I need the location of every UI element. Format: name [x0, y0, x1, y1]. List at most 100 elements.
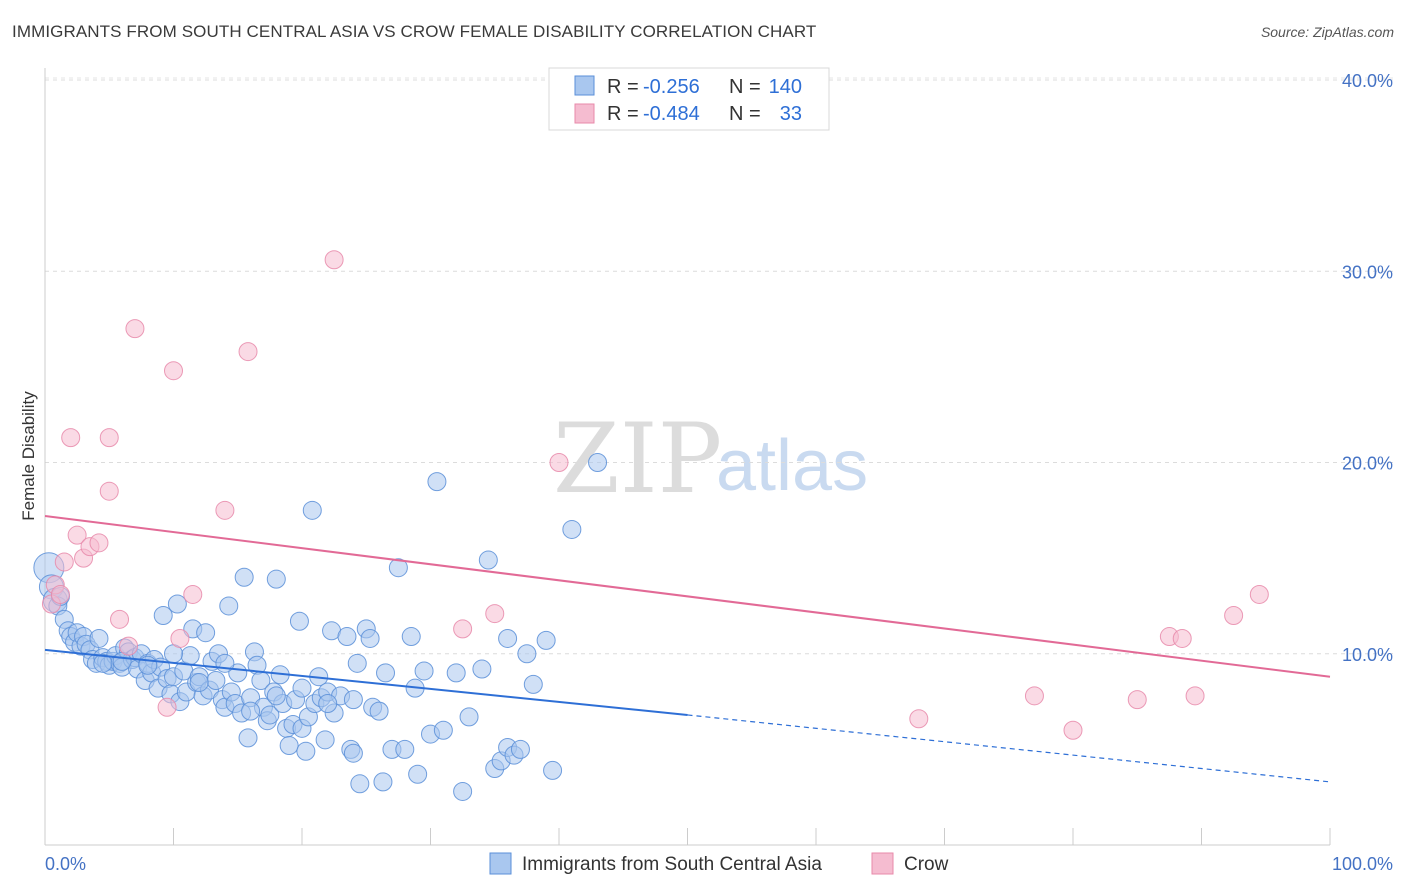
bottom-legend: Immigrants from South Central Asia Crow [489, 852, 949, 875]
bottom-legend-swatch-pink [871, 852, 894, 875]
legend-r-label-2: R = [607, 103, 639, 125]
y-axis-title: Female Disability [19, 391, 38, 521]
legend-n-value-2: 33 [780, 103, 802, 125]
data-point-crow [110, 609, 130, 629]
data-point-immigrants [369, 701, 389, 721]
data-point-crow [67, 525, 87, 545]
x-tick-label-max: 100.0% [1332, 854, 1393, 874]
data-point-immigrants [427, 472, 447, 492]
data-point-immigrants [498, 628, 518, 648]
data-point-crow [54, 552, 74, 572]
data-point-immigrants [401, 627, 421, 647]
data-point-immigrants [408, 764, 428, 784]
legend-n-label-2: N = [729, 103, 761, 125]
data-point-crow [170, 628, 190, 648]
data-point-crow [1127, 690, 1147, 710]
trend-line-immigrants-extrapolated [687, 714, 1331, 783]
y-tick-label: 20.0% [1342, 454, 1393, 474]
data-point-immigrants [260, 705, 280, 725]
data-point-crow [50, 584, 70, 604]
data-point-immigrants [167, 594, 187, 614]
legend-box: R = -0.256 N = 140 R = -0.484 N = 33 [548, 67, 830, 131]
y-tick-label: 30.0% [1342, 262, 1393, 282]
trend-line-crow [44, 515, 1331, 678]
data-point-crow [238, 342, 258, 362]
data-point-immigrants [206, 671, 226, 691]
data-point-crow [125, 319, 145, 339]
data-point-immigrants [588, 453, 608, 472]
source-credit: Source: ZipAtlas.com [1260, 24, 1394, 40]
chart-title: IMMIGRANTS FROM SOUTH CENTRAL ASIA VS CR… [12, 22, 817, 41]
data-point-immigrants [543, 760, 563, 780]
data-point-immigrants [373, 772, 393, 792]
data-point-immigrants [472, 659, 492, 679]
trend-lines [44, 515, 1331, 783]
y-axis-tick-labels: 10.0% 20.0% 30.0% 40.0% [1342, 71, 1393, 665]
data-point-immigrants [510, 739, 530, 759]
data-point-immigrants [302, 500, 322, 520]
data-point-immigrants [266, 686, 286, 706]
data-point-crow [183, 584, 203, 604]
data-point-crow [61, 428, 81, 448]
data-point-immigrants [433, 720, 453, 740]
data-point-immigrants [388, 558, 408, 578]
data-point-immigrants [453, 781, 473, 801]
data-point-crow [99, 428, 119, 448]
gridlines [45, 77, 1393, 655]
data-point-immigrants [234, 567, 254, 587]
data-point-crow [89, 533, 109, 553]
data-point-immigrants [93, 653, 113, 673]
data-point-immigrants [241, 701, 261, 721]
data-point-crow [1249, 584, 1269, 604]
x-axis-ticks [44, 828, 1331, 845]
y-tick-label: 40.0% [1342, 71, 1393, 91]
legend-swatch-pink [574, 103, 595, 124]
data-point-immigrants [414, 661, 434, 681]
data-point-crow [1224, 606, 1244, 625]
data-point-immigrants [318, 693, 338, 713]
legend-r-label-1: R = [607, 76, 639, 98]
data-point-crow [485, 604, 505, 624]
data-point-immigrants [395, 739, 415, 759]
data-point-crow [1172, 628, 1192, 648]
data-point-crow [164, 361, 183, 381]
data-point-crow [99, 481, 119, 501]
data-point-immigrants [292, 678, 312, 698]
data-point-immigrants [89, 628, 109, 648]
data-point-immigrants [446, 663, 466, 683]
legend-r-value-2: -0.484 [643, 103, 700, 125]
bottom-legend-swatch-blue [489, 852, 512, 875]
data-point-immigrants [343, 690, 363, 710]
data-point-immigrants [517, 644, 537, 664]
bottom-legend-label-pink: Crow [904, 854, 949, 875]
legend-n-label-1: N = [729, 76, 761, 98]
legend-swatch-blue [574, 75, 595, 96]
series-crow-points [41, 250, 1269, 740]
data-point-immigrants [347, 653, 367, 673]
data-point-immigrants [337, 627, 357, 647]
data-point-immigrants [238, 728, 258, 748]
data-point-immigrants [180, 646, 200, 666]
data-point-immigrants [153, 606, 173, 625]
data-point-crow [157, 697, 177, 717]
data-point-crow [1024, 686, 1044, 706]
data-point-immigrants [189, 672, 209, 692]
data-point-crow [453, 619, 473, 639]
watermark-zip: ZIP [553, 403, 722, 515]
data-point-immigrants [459, 707, 479, 727]
data-point-crow [119, 636, 139, 656]
data-point-immigrants [562, 519, 582, 539]
data-point-crow [1185, 686, 1205, 706]
data-point-immigrants [478, 550, 498, 570]
data-point-crow [215, 500, 235, 520]
data-point-immigrants [360, 628, 380, 648]
data-point-immigrants [343, 743, 363, 763]
trend-line-immigrants [44, 648, 688, 716]
y-tick-label: 10.0% [1342, 645, 1393, 665]
data-point-immigrants [289, 611, 309, 631]
watermark-atlas: atlas [716, 426, 868, 506]
data-point-crow [1063, 720, 1083, 740]
data-point-immigrants [536, 630, 556, 650]
series-immigrants-points [33, 453, 608, 801]
